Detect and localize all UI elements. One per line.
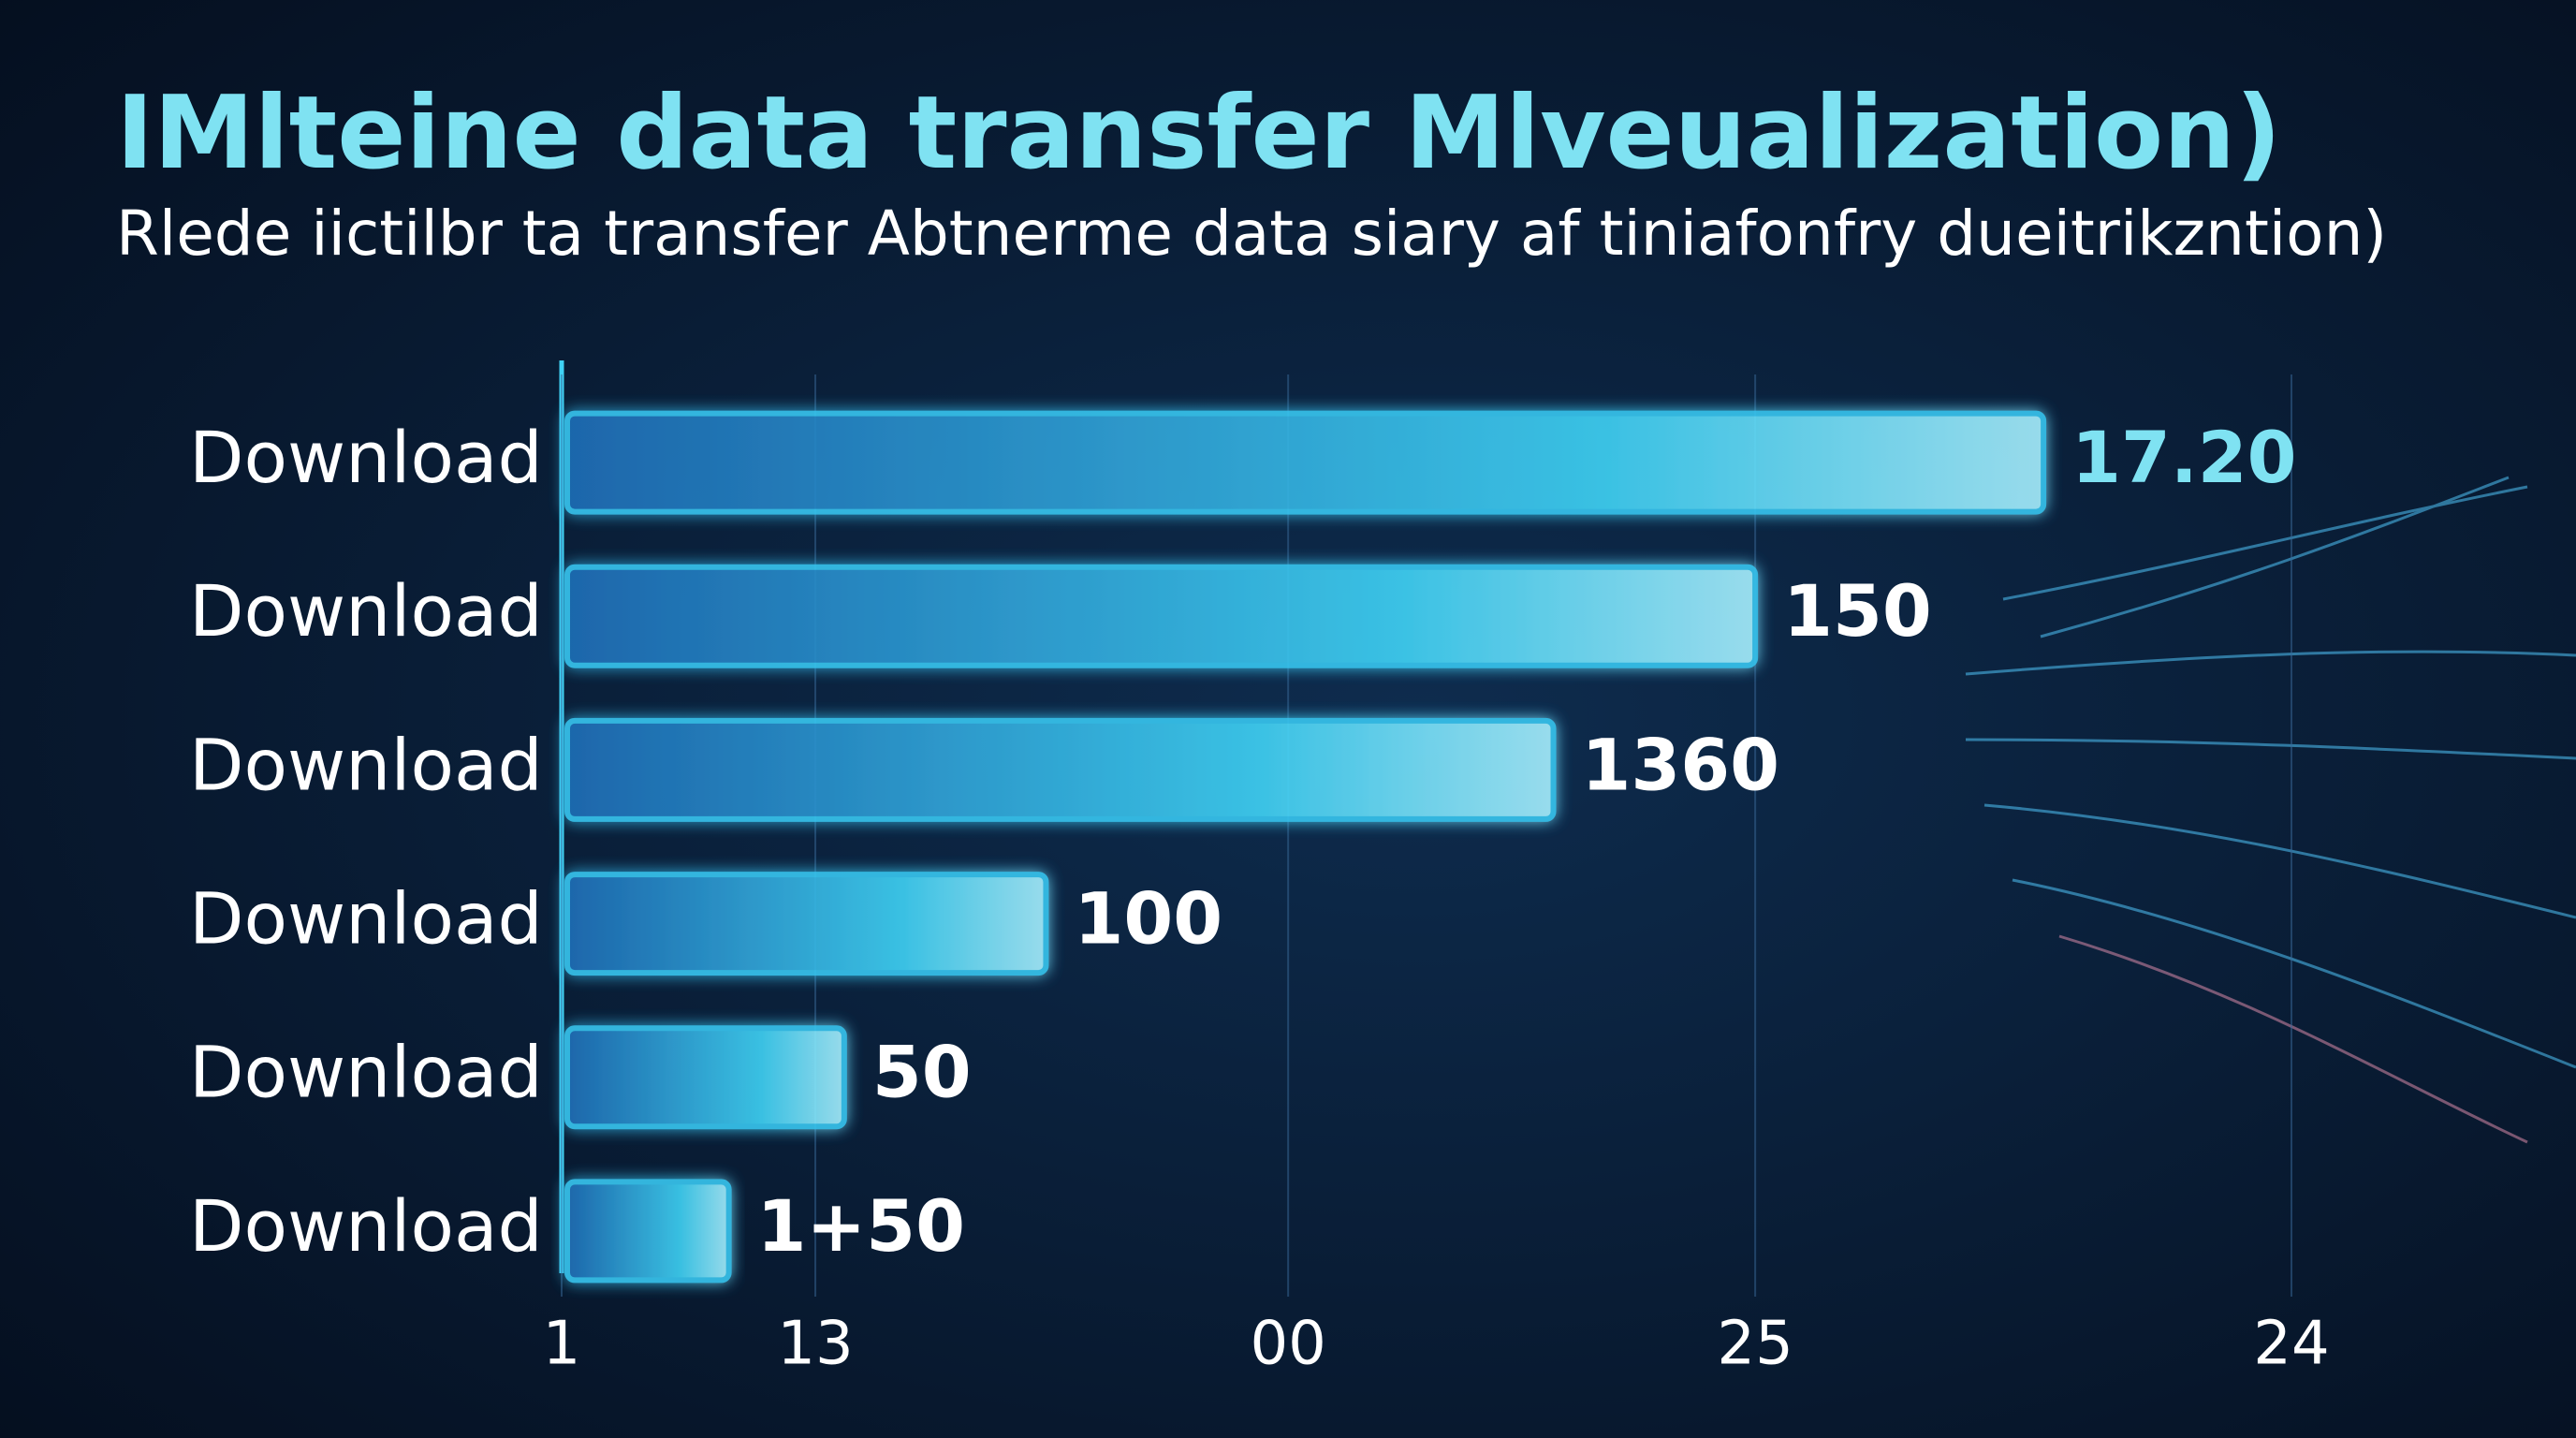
category-label: Download	[189, 1184, 543, 1268]
decor-streaks	[1965, 476, 2576, 1144]
category-label: Download	[189, 877, 543, 961]
category-label: Download	[189, 1031, 543, 1114]
x-tick-label: 25	[1717, 1310, 1793, 1379]
bar	[564, 872, 1049, 976]
x-tick-label: 24	[2253, 1310, 2329, 1379]
category-label: Download	[189, 569, 543, 653]
category-label: Download	[189, 723, 543, 806]
bar	[564, 1179, 732, 1284]
value-label: 17.20	[2071, 416, 2296, 499]
value-label: 1360	[1582, 723, 1780, 806]
value-label: 50	[872, 1031, 972, 1114]
bar	[564, 410, 2047, 515]
value-label: 100	[1074, 877, 1222, 961]
value-label: 150	[1783, 569, 1932, 653]
x-tick-label: 13	[777, 1310, 853, 1379]
category-label: Download	[189, 416, 543, 499]
value-label: 1+50	[757, 1184, 965, 1268]
chart-subtitle: Rlede iictilbr ta transfer Abtnerme data…	[116, 198, 2387, 270]
x-tick-label: 00	[1250, 1310, 1325, 1379]
bar	[564, 564, 1759, 668]
bar	[564, 717, 1557, 822]
x-tick-label: 1	[543, 1310, 581, 1379]
bar	[564, 1025, 847, 1130]
chart-title: IMlteine data transfer Mlveualization)	[116, 75, 2281, 192]
